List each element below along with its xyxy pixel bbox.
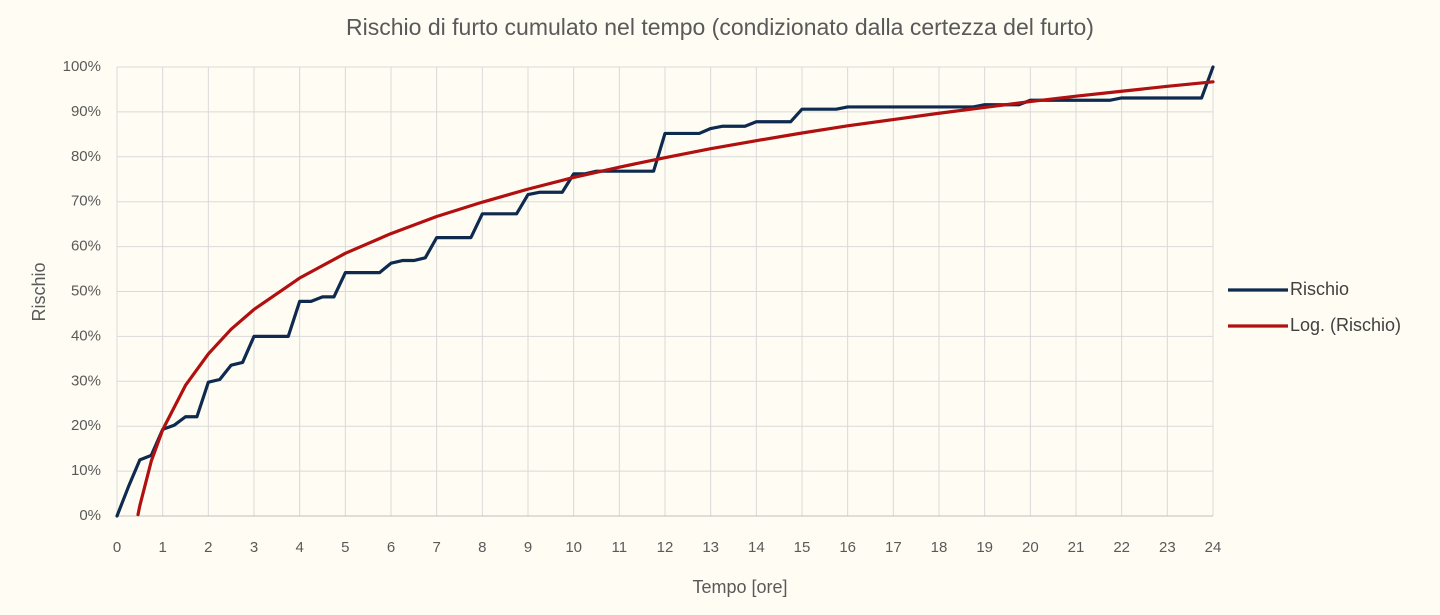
x-tick-label: 8 xyxy=(478,539,486,556)
x-tick-label: 17 xyxy=(885,539,902,556)
x-tick-label: 5 xyxy=(341,539,349,556)
x-tick-label: 16 xyxy=(839,539,856,556)
x-tick-label: 19 xyxy=(976,539,993,556)
x-tick-label: 1 xyxy=(158,539,166,556)
x-tick-label: 14 xyxy=(748,539,765,556)
x-tick-label: 9 xyxy=(524,539,532,556)
y-tick-label: 0% xyxy=(79,507,101,524)
y-tick-label: 60% xyxy=(71,238,101,255)
x-tick-label: 2 xyxy=(204,539,212,556)
y-tick-label: 30% xyxy=(71,372,101,389)
chart-title: Rischio di furto cumulato nel tempo (con… xyxy=(346,14,1094,40)
legend-label: Rischio xyxy=(1290,279,1349,299)
x-tick-label: 0 xyxy=(113,539,121,556)
x-tick-label: 10 xyxy=(565,539,582,556)
x-tick-label: 18 xyxy=(931,539,948,556)
y-tick-label: 40% xyxy=(71,327,101,344)
x-tick-label: 24 xyxy=(1205,539,1222,556)
y-tick-label: 80% xyxy=(71,148,101,165)
y-tick-label: 70% xyxy=(71,193,101,210)
x-tick-label: 15 xyxy=(794,539,811,556)
series-line xyxy=(136,80,1215,517)
x-tick-label: 6 xyxy=(387,539,395,556)
x-tick-label: 22 xyxy=(1113,539,1130,556)
legend-label: Log. (Rischio) xyxy=(1290,315,1401,335)
y-tick-label: 20% xyxy=(71,417,101,434)
x-tick-label: 23 xyxy=(1159,539,1176,556)
x-tick-label: 11 xyxy=(612,539,628,556)
x-tick-label: 3 xyxy=(250,539,258,556)
x-axis-title: Tempo [ore] xyxy=(692,577,787,597)
x-tick-label: 12 xyxy=(657,539,674,556)
x-tick-label: 7 xyxy=(432,539,440,556)
y-tick-label: 100% xyxy=(63,58,101,75)
y-tick-label: 50% xyxy=(71,282,101,299)
x-tick-label: 13 xyxy=(702,539,719,556)
x-tick-label: 4 xyxy=(295,539,303,556)
y-tick-label: 10% xyxy=(71,462,101,479)
y-axis-title: Rischio xyxy=(29,262,49,321)
y-tick-label: 90% xyxy=(71,103,101,120)
x-tick-label: 21 xyxy=(1068,539,1085,556)
x-tick-label: 20 xyxy=(1022,539,1039,556)
